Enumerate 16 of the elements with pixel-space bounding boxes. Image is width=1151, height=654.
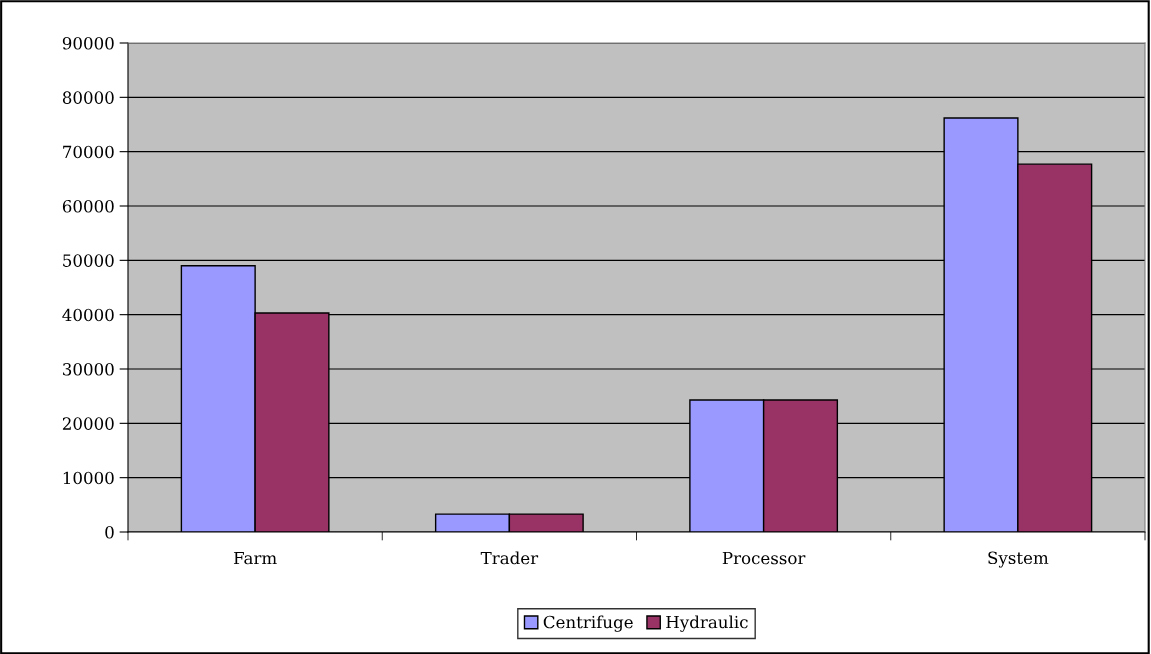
y-tick-label: 90000 [62,36,114,50]
legend-label: Hydraulic [666,615,748,632]
y-tick-label: 20000 [62,417,114,430]
y-tick-label: 10000 [63,471,114,485]
y-tick-label: 0 [105,525,114,539]
y-tick-label: 80000 [62,91,114,104]
x-tick-label: System [988,551,1049,568]
x-tick-label: Processor [722,551,806,565]
y-tick-label: 70000 [63,145,114,159]
x-tick-label: Trader [480,551,539,565]
y-tick-label: 60000 [62,199,114,213]
y-tick-label: 40000 [62,308,114,322]
x-tick-label: Farm [233,551,277,565]
legend-label: Centrifuge [543,615,633,632]
y-tick-label: 50000 [63,254,114,267]
y-tick-label: 30000 [63,362,114,376]
